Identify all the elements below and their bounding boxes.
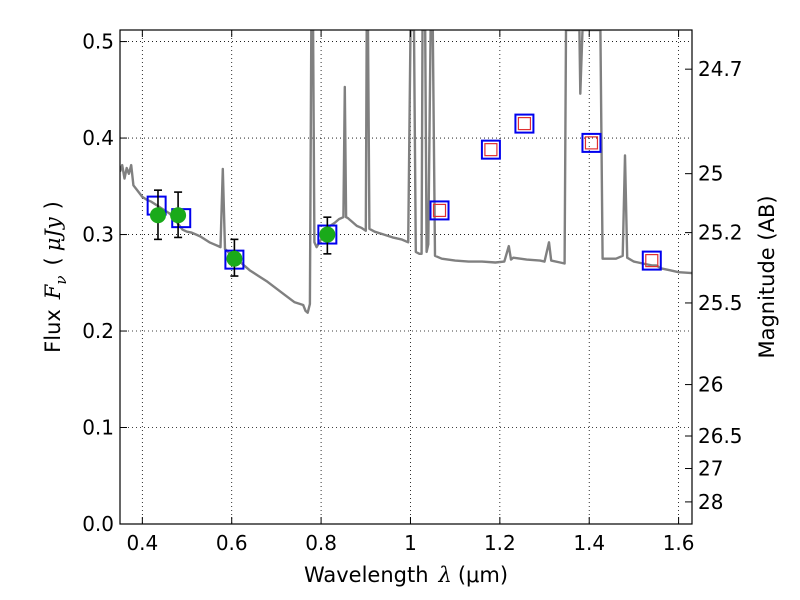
x-tick-label: 0.6 — [216, 531, 248, 555]
y2-tick-label: 26.5 — [698, 424, 743, 448]
y-tick-label: 0.1 — [82, 416, 114, 440]
model-photometry-inner — [432, 203, 447, 218]
model-photometry-inner — [517, 116, 532, 131]
y2-tick-label: 28 — [698, 490, 723, 514]
y2-tick-label: 25 — [698, 162, 723, 186]
x-tick-label: 1.4 — [573, 531, 605, 555]
y-axis-label: FluxFν(μJy) — [41, 201, 70, 353]
y2-tick-label: 27 — [698, 457, 723, 481]
model-photometry-box — [514, 113, 535, 134]
y2-tick-label: 25.5 — [698, 291, 743, 315]
y2-tick-label: 24.7 — [698, 57, 743, 81]
y-tick-label: 0.0 — [82, 512, 114, 536]
model-photometry-box — [429, 200, 450, 221]
observed-point — [319, 226, 336, 243]
y2-tick-label: 26 — [698, 373, 723, 397]
model-spectrum-line — [120, 30, 692, 314]
model-photometry-box — [581, 132, 602, 153]
x-tick-label: 1.6 — [663, 531, 695, 555]
x-tick-label: 1.2 — [484, 531, 516, 555]
y2-tick-label: 25.2 — [698, 221, 743, 245]
y2-axis-label: Magnitude (AB) — [755, 195, 779, 358]
plot-frame — [119, 29, 693, 525]
model-photometry-box — [641, 250, 662, 271]
photometry-layer — [146, 113, 662, 277]
y-tick-label: 0.4 — [82, 126, 114, 150]
y-tick-label: 0.5 — [82, 30, 114, 54]
observed-point — [226, 250, 243, 267]
model-photometry-inner — [645, 253, 659, 268]
model-spectrum-layer — [120, 30, 692, 314]
model-photometry-box — [480, 139, 501, 160]
y-tick-label: 0.3 — [82, 223, 114, 247]
model-photometry-inner — [484, 143, 498, 157]
x-axis-label: Wavelength λ (μm) — [304, 563, 508, 587]
x-tick-label: 0.8 — [305, 531, 337, 555]
ticks: 0.4 0.6 0.8 1 1.2 1.4 1.6 0.0 0.1 0.2 0.3 0.4 0.5 24.… — [82, 30, 742, 555]
y-tick-label: 0.2 — [82, 319, 114, 343]
model-photometry-inner — [584, 136, 599, 150]
x-tick-label: 0.4 — [126, 531, 158, 555]
observed-point — [149, 207, 166, 224]
observed-point — [170, 207, 187, 224]
grid — [120, 30, 692, 525]
x-tick-label: 1 — [404, 531, 417, 555]
